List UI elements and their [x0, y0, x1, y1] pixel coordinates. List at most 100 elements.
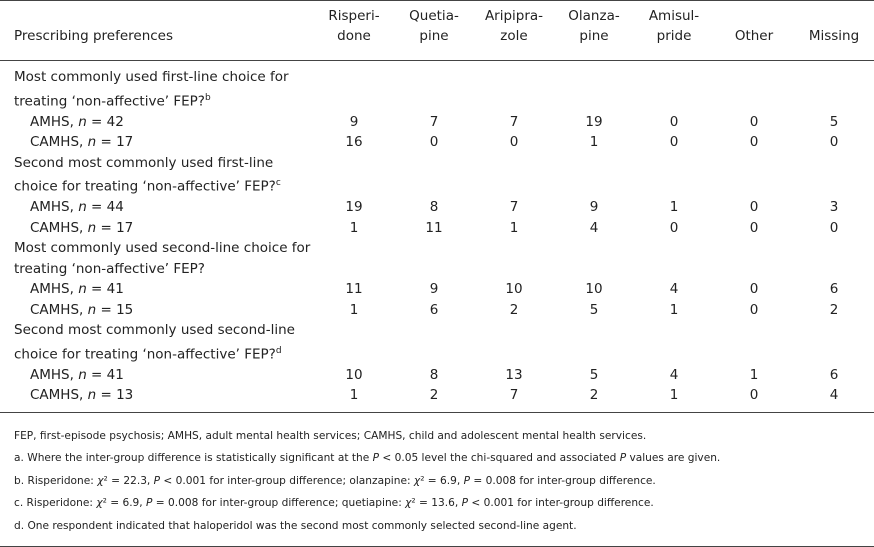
label-part: = 13: [96, 387, 134, 403]
footnote-ref: d: [275, 345, 282, 356]
label-part: AMHS,: [30, 366, 79, 383]
footnote-part: P: [619, 452, 627, 464]
footnote-part: ² = 13.6,: [411, 497, 462, 509]
value-cell: 1: [314, 218, 394, 239]
value-cell: 5: [794, 112, 874, 133]
value-cell: 9: [554, 197, 634, 218]
value-cell: 2: [794, 300, 874, 321]
value-cell: 0: [714, 218, 794, 239]
label-part: = 17: [96, 134, 134, 150]
value-cell: 4: [554, 218, 634, 239]
value: 5: [589, 301, 599, 318]
footnote: c. Risperidone: χ² = 6.9, P = 0.008 for …: [14, 492, 874, 515]
value-cell: 7: [474, 385, 554, 406]
value-cell: 8: [394, 365, 474, 386]
label-part: = 15: [96, 301, 134, 318]
value-cell: 3: [794, 197, 874, 218]
value: 3: [829, 199, 839, 215]
value: 2: [829, 301, 839, 318]
value-cell: 1: [314, 300, 394, 321]
value: 9: [589, 199, 599, 215]
label-part: n: [78, 366, 87, 383]
data-row: AMHS, n = 44 19 8 7 9 1 0 3: [0, 197, 874, 218]
value-cell: 0: [794, 132, 874, 153]
question-cell: Most commonly used second-line choice fo…: [0, 238, 874, 279]
value: 0: [829, 134, 839, 150]
value: 0: [429, 134, 439, 150]
question: Second most commonly used first-line cho…: [14, 153, 314, 198]
value: 5: [589, 366, 599, 383]
question-row: Second most commonly used second-line ch…: [0, 320, 874, 365]
footnote: a. Where the inter-group difference is s…: [14, 447, 874, 470]
column-header: Missing: [808, 28, 860, 44]
value: 0: [749, 281, 759, 297]
label-part: CAMHS,: [30, 387, 88, 403]
value: 0: [749, 219, 759, 236]
value: 4: [669, 281, 679, 297]
value-cell: 1: [474, 218, 554, 239]
row-label: AMHS, n = 44: [0, 197, 314, 218]
label-part: n: [78, 199, 87, 215]
value: 16: [345, 134, 363, 150]
footnotes: FEP, first-episode psychosis; AMHS, adul…: [0, 411, 874, 538]
value-cell: 0: [634, 112, 714, 133]
value-cell: 8: [394, 197, 474, 218]
value: 19: [585, 113, 603, 130]
value-cell: 10: [474, 279, 554, 300]
value-cell: 11: [394, 218, 474, 239]
question: Second most commonly used second-line ch…: [14, 320, 314, 365]
value-cell: 4: [634, 279, 714, 300]
label-part: = 42: [86, 113, 124, 130]
question-row: Most commonly used second-line choice fo…: [0, 238, 874, 279]
column-header: pine: [419, 28, 449, 44]
label-part: n: [87, 301, 97, 318]
value-cell: 2: [394, 385, 474, 406]
column-header: Other: [734, 28, 774, 44]
footnote-part: d. One respondent indicated that haloper…: [14, 519, 577, 532]
value: 2: [509, 301, 519, 318]
value-cell: 1: [714, 365, 794, 386]
value-cell: 11: [314, 279, 394, 300]
footnote-part: ² = 6.9,: [420, 474, 464, 487]
value-cell: 9: [314, 112, 394, 133]
header-cell: Amisul-pride: [634, 1, 714, 61]
header-cell: Other: [714, 1, 794, 61]
data-row: AMHS, n = 41 11 9 10 10 4 0 6: [0, 279, 874, 300]
value: 4: [669, 366, 679, 383]
value-cell: 0: [474, 132, 554, 153]
label-part: = 17: [96, 219, 134, 236]
header-cell: Missing: [794, 1, 874, 61]
value-cell: 7: [474, 197, 554, 218]
value: 5: [829, 113, 839, 130]
data-row: CAMHS, n = 15 1 6 2 5 1 0 2: [0, 300, 874, 321]
value: 0: [829, 219, 839, 236]
value: 1: [349, 301, 359, 318]
value: 2: [589, 387, 599, 403]
value-cell: 4: [794, 385, 874, 406]
question-text: Second most commonly used second-line ch…: [14, 322, 295, 362]
label-part: AMHS,: [30, 113, 79, 130]
footnote-part: χ: [96, 497, 103, 509]
row-label: AMHS, n = 41: [0, 279, 314, 300]
value-cell: 19: [554, 112, 634, 133]
footnote-part: b. Risperidone:: [14, 474, 98, 487]
value-cell: 6: [394, 300, 474, 321]
value-cell: 5: [554, 300, 634, 321]
value: 0: [749, 199, 759, 215]
footnote-part: P: [463, 474, 471, 487]
value: 1: [749, 366, 759, 383]
row-label: CAMHS, n = 13: [0, 385, 314, 406]
footnote-part: < 0.001 for inter-group difference; olan…: [160, 474, 414, 487]
header-row: Prescribing preferences Risperi-done Queti…: [0, 1, 874, 61]
header-cell: Prescribing preferences: [0, 1, 314, 61]
label-part: = 41: [86, 366, 124, 383]
question-cell: Most commonly used first-line choice for…: [0, 61, 874, 112]
label-part: n: [78, 281, 87, 297]
footnote-part: ² = 6.9,: [102, 497, 147, 509]
value: 1: [669, 199, 679, 215]
column-header: Olanza-: [568, 8, 620, 24]
question-text: Most commonly used second-line choice fo…: [14, 240, 311, 277]
value: 4: [589, 219, 599, 236]
value-cell: 4: [634, 365, 714, 386]
value-cell: 2: [554, 385, 634, 406]
